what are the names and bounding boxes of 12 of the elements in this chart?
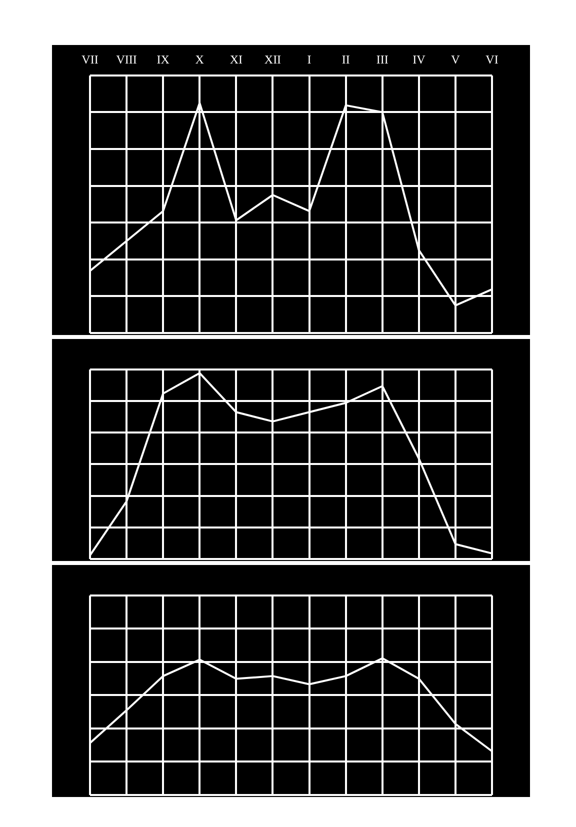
x-tick-label: VIII	[116, 52, 137, 66]
x-tick-label: XI	[230, 52, 243, 66]
x-tick-label: IV	[412, 52, 426, 66]
x-tick-label: X	[195, 52, 204, 66]
x-tick-label: I	[307, 52, 312, 66]
x-tick-label: IX	[156, 52, 170, 66]
x-tick-label: XII	[264, 52, 282, 66]
x-tick-label: VI	[486, 52, 498, 66]
x-tick-label: II	[342, 52, 350, 66]
x-tick-label: VII	[82, 52, 98, 66]
x-tick-label: V	[451, 52, 460, 66]
x-tick-label: III	[376, 52, 388, 66]
